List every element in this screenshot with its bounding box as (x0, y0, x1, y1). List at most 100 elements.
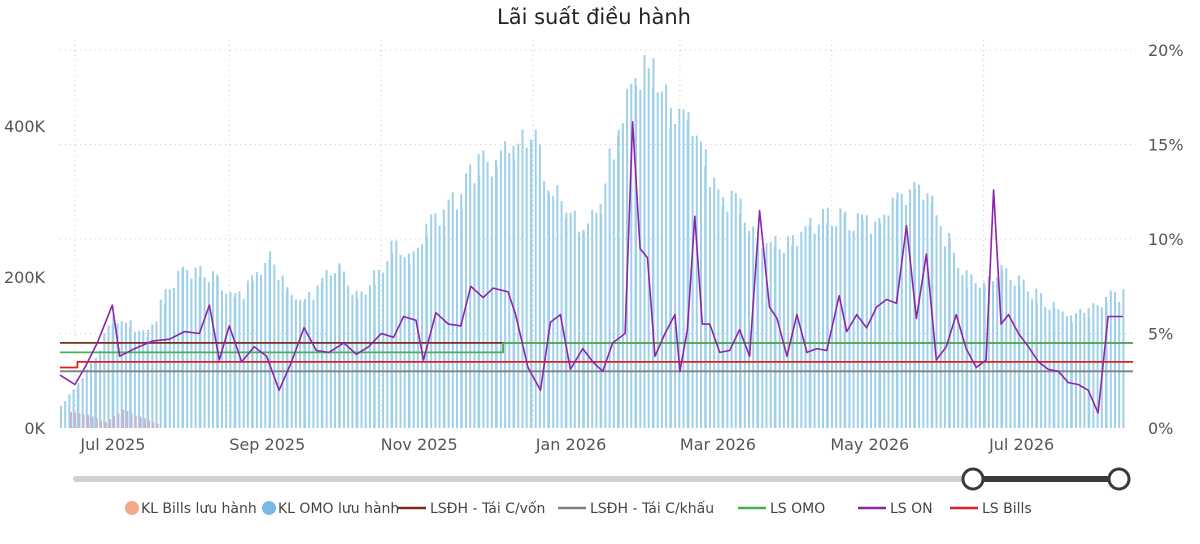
omo-bar (90, 361, 92, 428)
omo-bar (887, 215, 890, 428)
omo-bar (221, 290, 223, 428)
omo-bar (338, 265, 341, 428)
omo-bar (68, 394, 71, 428)
omo-bar (1122, 289, 1125, 428)
bills-bar (130, 412, 133, 428)
omo-bar (687, 112, 690, 428)
omo-bar (382, 272, 385, 428)
omo-bar (478, 175, 481, 428)
omo-bar (155, 321, 158, 428)
omo-bar (835, 226, 838, 428)
bills-bar (117, 413, 120, 428)
omo-bar (1114, 292, 1116, 428)
omo-bar (987, 276, 990, 428)
x-axis: Jul 2025 Sep 2025 Nov 2025 Jan 2026 Mar 2026… (79, 435, 1054, 454)
omo-bar (255, 272, 258, 428)
omo-bar (591, 210, 594, 428)
omo-bar (395, 240, 398, 428)
omo-bar (1057, 309, 1060, 428)
slider-end-handle[interactable] (1107, 467, 1131, 491)
omo-bar (717, 189, 720, 428)
omo-bar (99, 350, 102, 428)
omo-bar (103, 333, 106, 428)
omo-bar (839, 208, 842, 428)
omo-bar (451, 192, 454, 428)
right-tick-label: 5% (1148, 325, 1173, 344)
omo-bar (700, 141, 702, 428)
omo-bar (159, 299, 162, 428)
omo-bar (1009, 279, 1012, 428)
omo-bar (595, 212, 598, 428)
omo-bar (1022, 279, 1025, 428)
bills-bar (109, 419, 111, 428)
omo-bar (900, 193, 903, 428)
bills-bar (74, 412, 77, 428)
omo-bar (465, 173, 467, 428)
omo-bar (1100, 307, 1103, 428)
omo-bar (630, 83, 633, 429)
omo-bar (974, 283, 977, 428)
bills-bar (82, 414, 85, 428)
omo-bar (299, 300, 302, 428)
omo-bar (447, 199, 450, 428)
legend: KL Bills lưu hành KL OMO lưu hành LSĐH - T… (125, 500, 1032, 517)
omo-bar (164, 289, 167, 428)
omo-bar (495, 166, 498, 428)
bills-bar (143, 418, 146, 428)
omo-bar (691, 135, 694, 428)
omo-bar (1053, 307, 1056, 428)
omo-bar (996, 276, 999, 428)
omo-bar (60, 405, 62, 428)
omo-bar (530, 141, 533, 429)
bills-bars (70, 409, 159, 428)
omo-bar (521, 129, 524, 428)
omo-bar (120, 321, 123, 428)
omo-bar (421, 244, 424, 428)
slider-start-handle[interactable] (961, 467, 985, 491)
omo-bar (891, 197, 894, 428)
right-tick-label: 10% (1148, 230, 1184, 249)
omo-bar (1092, 303, 1095, 428)
range-slider[interactable] (73, 467, 1131, 491)
bills-bar (100, 420, 102, 428)
overnight-rate-line (59, 121, 1123, 414)
left-axis: 0K 200K 400K (4, 117, 46, 438)
x-tick-label: Nov 2025 (381, 435, 458, 454)
omo-bar (116, 323, 119, 428)
omo-bar (608, 148, 611, 428)
omo-bar (643, 55, 646, 428)
omo-bar (778, 249, 781, 428)
omo-rate-line (60, 342, 1133, 354)
omo-bar (212, 271, 214, 428)
omo-bar (909, 189, 912, 428)
bills-bar (156, 423, 159, 428)
omo-bar (238, 291, 241, 428)
omo-bar (182, 266, 184, 428)
omo-bar (347, 285, 350, 428)
omo-bar (242, 298, 245, 428)
omo-bar (957, 268, 960, 428)
bills-bar (104, 422, 107, 428)
omo-bar (142, 330, 145, 428)
omo-bar (408, 263, 411, 428)
omo-bar (81, 378, 84, 428)
omo-bar (1109, 290, 1112, 428)
omo-bar (251, 280, 254, 428)
legend-label: KL OMO lưu hành (278, 501, 399, 517)
omo-bar (647, 68, 650, 429)
omo-bar (761, 248, 764, 428)
omo-bar (138, 330, 141, 428)
omo-bar (943, 246, 946, 428)
x-tick-label: Sep 2025 (229, 435, 305, 454)
omo-bar (1070, 322, 1073, 428)
omo-bar (264, 263, 267, 428)
legend-label: LSĐH - Tái C/vốn (430, 500, 545, 517)
omo-bar (294, 299, 297, 428)
omo-bar (517, 143, 520, 428)
omo-bar (600, 213, 603, 428)
omo-bar (147, 330, 150, 428)
omo-bar (560, 201, 563, 428)
omo-bar (151, 324, 154, 428)
legend-label: LS OMO (770, 501, 825, 517)
